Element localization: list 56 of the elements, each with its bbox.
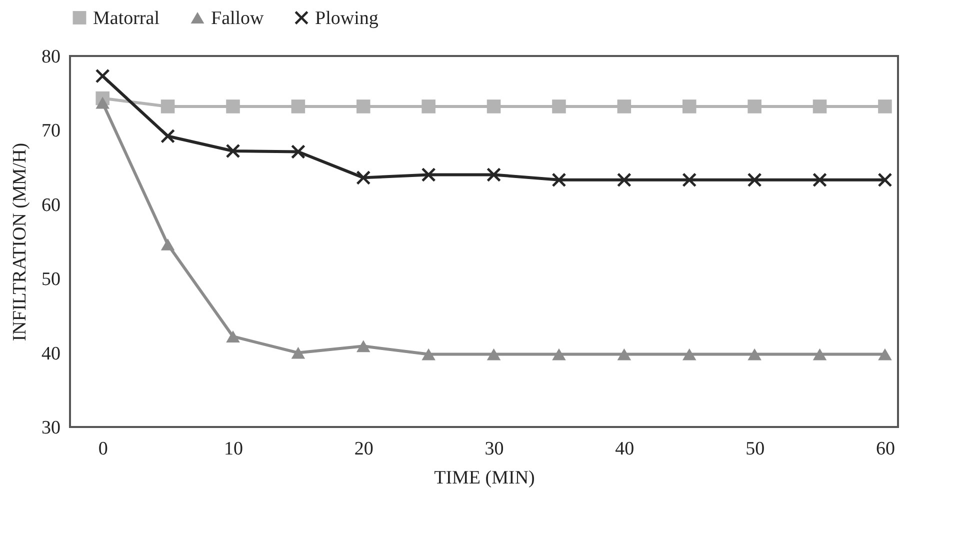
point [160,100,175,114]
point [160,129,175,144]
point [291,346,306,359]
y-tick-label: 30 [42,418,60,438]
point [486,168,501,182]
point [422,100,436,114]
x-tick-label: 40 [615,438,634,460]
point [356,100,370,114]
legend-label: Plowing [315,8,379,29]
point [291,144,306,159]
point [486,100,501,114]
point [96,69,110,83]
legend-label: Matorral [93,8,160,29]
point [748,100,762,114]
point [552,173,566,187]
point [617,348,632,360]
x-tick-label: 60 [876,438,895,460]
point [486,348,501,360]
x-tick-label: 50 [746,438,765,460]
point [682,100,696,114]
point [617,173,632,187]
point [552,100,566,114]
point [356,340,370,352]
point [617,100,632,114]
point [422,168,436,182]
y-tick-label: 60 [42,194,60,216]
x-axis-title: TIME (MIN) [434,468,535,488]
x-tick-label: 10 [224,438,243,460]
point [226,100,240,114]
legend-label: Fallow [211,8,264,29]
x-tick-label: 20 [354,438,374,460]
y-tick-label: 40 [42,343,60,364]
y-tick-label: 70 [42,120,60,142]
point [812,348,827,360]
point [682,348,696,360]
point [878,173,892,187]
x-tick-label: 30 [484,438,504,460]
point [356,170,370,185]
point [226,330,240,342]
y-axis-title: INFILTRATION (MM/H) [10,142,30,342]
point [160,238,175,250]
point [878,348,892,360]
point [812,173,827,187]
point [422,348,436,360]
y-tick-label: 80 [42,46,60,68]
x-tick-label: 0 [98,438,108,460]
point [878,100,892,114]
point [96,96,110,109]
point [748,173,762,187]
point [682,173,696,187]
point [552,348,566,360]
point [812,100,827,114]
point [748,348,762,360]
point [226,144,240,158]
point [291,100,306,114]
y-tick-label: 50 [42,269,60,290]
